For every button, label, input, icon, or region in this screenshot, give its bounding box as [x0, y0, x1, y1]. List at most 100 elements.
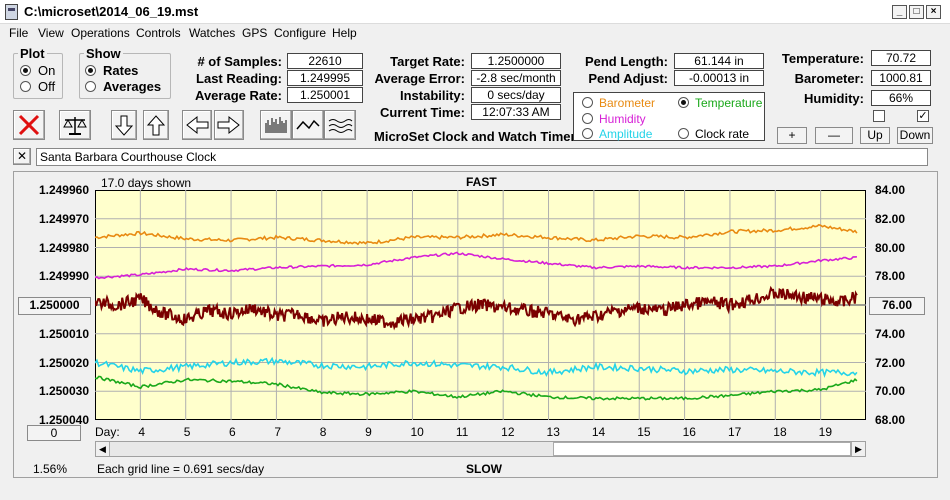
plot-off-label: Off [38, 79, 56, 94]
scroll-left-icon[interactable]: ◀ [96, 442, 110, 456]
humidity-option-label: Humidity [599, 112, 646, 126]
show-rates-label: Rates [103, 63, 139, 78]
y-right-tick-label: 78.00 [875, 269, 906, 284]
pend-adjust-label: Pend Adjust: [588, 71, 668, 86]
arrow-down-icon [114, 115, 134, 136]
y-right-tick-label: 68.00 [875, 413, 906, 427]
barometer-label: Barometer: [794, 71, 864, 86]
plus-button[interactable]: + [777, 127, 807, 144]
average-rate-label: Average Rate: [195, 88, 282, 103]
barometer-radio[interactable] [582, 97, 593, 108]
y-left-tick-label: 1.249980 [38, 240, 89, 255]
plot-on-radio[interactable] [20, 65, 31, 76]
arrow-right-button[interactable] [214, 110, 244, 140]
scroll-right-icon[interactable]: ▶ [851, 442, 865, 456]
clock-rate-radio[interactable] [678, 128, 689, 139]
menu-view[interactable]: View [38, 26, 64, 40]
x-tick-label: 17 [727, 425, 742, 439]
arrow-left-icon [186, 115, 209, 135]
app-name-label: MicroSet Clock and Watch Timer [374, 129, 576, 144]
multi-trace-button[interactable] [324, 110, 356, 140]
arrow-down-button[interactable] [111, 110, 137, 140]
close-clock-button[interactable]: ✕ [13, 148, 31, 165]
arrow-left-button[interactable] [182, 110, 212, 140]
plot-on-label: On [38, 63, 56, 78]
menu-configure[interactable]: Configure [274, 26, 327, 40]
temperature-radio[interactable] [678, 97, 689, 108]
y-right-tick-label: 72.00 [875, 355, 906, 370]
x-tick-label: 5 [183, 425, 191, 439]
show-rates-radio[interactable] [85, 65, 96, 76]
checkbox-right[interactable]: ✓ [917, 110, 929, 122]
series-barometer [95, 223, 858, 246]
last-reading-label: Last Reading: [196, 71, 282, 86]
x-tick-label: 13 [546, 425, 560, 439]
menu-file[interactable]: File [9, 26, 29, 40]
menu-operations[interactable]: Operations [71, 26, 130, 40]
x-tick-label: 4 [138, 425, 146, 439]
series-rate [95, 285, 858, 331]
show-averages-radio[interactable] [85, 81, 96, 92]
menu-controls[interactable]: Controls [136, 26, 181, 40]
amplitude-radio[interactable] [582, 128, 593, 139]
close-window-button[interactable]: × [926, 5, 941, 19]
x-tick-label: 14 [591, 425, 606, 439]
app-icon[interactable] [5, 4, 18, 20]
balance-button[interactable] [59, 110, 91, 140]
menu-watches[interactable]: Watches [189, 26, 236, 40]
clear-button[interactable] [13, 110, 45, 140]
minus-button[interactable]: — [815, 127, 853, 144]
y-left-tick-label: 1.249960 [38, 183, 89, 197]
horizontal-scrollbar[interactable]: ◀ ▶ [95, 441, 866, 457]
current-time-label: Current Time: [380, 105, 465, 120]
plot-group-title: Plot [18, 46, 47, 61]
minimize-button[interactable]: _ [892, 5, 907, 19]
average-error-value: -2.8 sec/month [471, 70, 561, 86]
target-rate-input[interactable]: 1.2500000 [471, 53, 561, 69]
x-tick-label: 12 [501, 425, 515, 439]
balance-scale-icon [63, 117, 87, 135]
y-left-tick-label: 1.250010 [38, 326, 89, 341]
samples-value: 22610 [287, 53, 363, 69]
current-time-value: 12:07:33 AM [471, 104, 561, 120]
y-right-tick-label: 74.00 [875, 326, 906, 341]
zero-button[interactable]: 0 [27, 425, 81, 441]
center-rate-button[interactable]: 1.250000 [18, 297, 91, 315]
scroll-thumb[interactable] [553, 442, 851, 456]
show-group-title: Show [84, 46, 123, 61]
menu-gps[interactable]: GPS [242, 26, 268, 40]
x-tick-label: 6 [229, 425, 236, 439]
menu-help[interactable]: Help [332, 26, 357, 40]
chart-svg [95, 190, 866, 420]
up-button[interactable]: Up [860, 127, 890, 144]
show-averages-label: Averages [103, 79, 162, 94]
down-button[interactable]: Down [897, 127, 933, 144]
checkbox-left[interactable] [873, 110, 885, 122]
y-left-tick-label: 1.249990 [38, 269, 89, 284]
humidity-radio[interactable] [582, 113, 593, 124]
y-right-tick-label: 84.00 [875, 183, 906, 197]
histogram-button[interactable] [260, 110, 292, 140]
arrow-up-button[interactable] [143, 110, 169, 140]
slow-label: SLOW [466, 462, 502, 476]
average-error-label: Average Error: [374, 71, 465, 86]
center-temp-button[interactable]: 76.00 [869, 297, 925, 315]
line-graph-button[interactable] [292, 110, 324, 140]
pend-length-input[interactable]: 61.144 in [674, 53, 764, 69]
x-tick-label: 16 [682, 425, 696, 439]
x-tick-label: 11 [455, 425, 469, 439]
histogram-icon [265, 117, 287, 133]
maximize-button[interactable]: □ [909, 5, 924, 19]
percent-label: 1.56% [33, 462, 68, 476]
grid-note-label: Each grid line = 0.691 secs/day [97, 462, 265, 476]
amplitude-option-label: Amplitude [599, 127, 653, 141]
temperature-label: Temperature: [781, 51, 864, 66]
line-graph-icon [296, 119, 320, 130]
plot-off-radio[interactable] [20, 81, 31, 92]
instability-value: 0 secs/day [471, 87, 561, 103]
y-left-tick-label: 1.250040 [38, 413, 89, 427]
samples-label: # of Samples: [197, 54, 282, 69]
series-temperature [95, 375, 858, 401]
clock-name-input[interactable]: Santa Barbara Courthouse Clock [36, 148, 928, 166]
y-left-tick-label: 1.250020 [38, 355, 89, 370]
